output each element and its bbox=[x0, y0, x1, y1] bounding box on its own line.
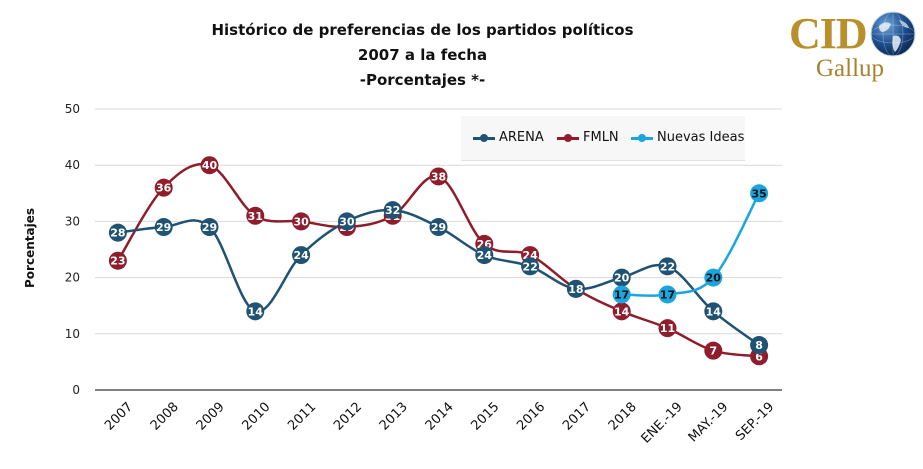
data-label-fmln: 23 bbox=[110, 255, 125, 268]
data-label-nuevas-ideas: 35 bbox=[751, 187, 766, 200]
chart-title-line-3: -Porcentajes *- bbox=[359, 71, 486, 89]
data-point-fmln bbox=[292, 212, 311, 231]
x-tick-label: 2015 bbox=[468, 400, 502, 434]
data-point-arena bbox=[612, 268, 631, 287]
data-label-arena: 24 bbox=[293, 249, 309, 262]
x-tick-label: MAY.-19 bbox=[686, 400, 732, 446]
data-label-fmln: 7 bbox=[709, 345, 717, 358]
data-label-arena: 18 bbox=[568, 283, 583, 296]
data-point-arena bbox=[337, 212, 356, 231]
data-point-arena bbox=[566, 279, 585, 298]
x-tick-label: 2009 bbox=[194, 400, 228, 434]
data-point-nuevas-ideas bbox=[658, 285, 677, 304]
data-label-arena: 14 bbox=[248, 305, 264, 318]
data-label-arena: 30 bbox=[339, 215, 355, 228]
x-tick-label: 2007 bbox=[102, 400, 136, 434]
x-tick-label: 2008 bbox=[148, 400, 182, 434]
legend-item-nuevas-ideas: Nuevas Ideas bbox=[631, 130, 744, 145]
data-point-fmln bbox=[154, 178, 173, 197]
data-label-fmln: 14 bbox=[614, 305, 630, 318]
chart-title: Histórico de preferencias de los partido… bbox=[0, 18, 845, 93]
data-point-fmln bbox=[200, 156, 219, 175]
data-point-nuevas-ideas bbox=[704, 268, 723, 287]
data-label-arena: 28 bbox=[110, 227, 125, 240]
data-point-arena bbox=[154, 218, 173, 237]
legend-item-arena: ARENA bbox=[473, 130, 544, 145]
x-tick-label: 2011 bbox=[285, 400, 319, 434]
y-tick-label: 10 bbox=[65, 327, 80, 341]
data-point-fmln bbox=[612, 302, 631, 321]
data-point-arena bbox=[658, 257, 677, 276]
chart-title-line-1: Histórico de preferencias de los partido… bbox=[211, 21, 634, 39]
data-label-arena: 29 bbox=[156, 221, 171, 234]
data-point-fmln bbox=[108, 251, 127, 270]
data-label-fmln: 38 bbox=[431, 170, 446, 183]
data-point-fmln bbox=[429, 167, 448, 186]
data-label-arena: 32 bbox=[385, 204, 400, 217]
data-point-arena bbox=[521, 257, 540, 276]
cid-gallup-logo: CID Gallup bbox=[785, 8, 920, 88]
data-point-fmln bbox=[246, 206, 265, 225]
data-point-fmln bbox=[704, 341, 723, 360]
data-label-arena: 14 bbox=[706, 305, 722, 318]
x-tick-label: 2013 bbox=[377, 400, 411, 434]
logo-brand-cid: CID bbox=[789, 9, 868, 58]
data-point-nuevas-ideas bbox=[750, 184, 769, 203]
data-label-nuevas-ideas: 20 bbox=[706, 272, 722, 285]
legend-label-arena: ARENA bbox=[499, 130, 544, 145]
logo-brand-gallup: Gallup bbox=[816, 55, 885, 82]
legend-item-fmln: FMLN bbox=[557, 130, 619, 145]
data-point-arena bbox=[108, 223, 127, 242]
x-tick-label: SEP.-19 bbox=[733, 400, 777, 444]
data-label-fmln: 40 bbox=[202, 159, 218, 172]
x-tick-label: 2012 bbox=[331, 400, 365, 434]
x-tick-label: 2010 bbox=[239, 400, 273, 434]
legend-swatch-fmln bbox=[557, 132, 579, 144]
y-tick-label: 40 bbox=[65, 158, 80, 172]
data-point-arena bbox=[292, 246, 311, 265]
data-label-arena: 22 bbox=[522, 260, 537, 273]
data-label-arena: 20 bbox=[614, 272, 630, 285]
data-point-arena bbox=[246, 302, 265, 321]
legend-swatch-nuevas-ideas bbox=[631, 132, 653, 144]
data-label-nuevas-ideas: 17 bbox=[614, 288, 629, 301]
series-line-nuevas-ideas bbox=[621, 192, 761, 297]
legend-label-fmln: FMLN bbox=[583, 130, 619, 145]
legend-swatch-arena bbox=[473, 132, 495, 144]
data-label-fmln: 11 bbox=[660, 322, 675, 335]
data-point-arena bbox=[750, 336, 769, 355]
data-point-nuevas-ideas bbox=[612, 285, 631, 304]
data-point-arena bbox=[200, 218, 219, 237]
y-tick-label: 0 bbox=[72, 383, 80, 397]
data-point-arena bbox=[429, 218, 448, 237]
legend-label-nuevas-ideas: Nuevas Ideas bbox=[657, 130, 745, 145]
data-label-arena: 8 bbox=[755, 339, 763, 352]
y-tick-label: 30 bbox=[65, 214, 80, 228]
x-tick-label: ENE.-19 bbox=[639, 400, 686, 447]
data-point-arena bbox=[475, 246, 494, 265]
x-tick-label: 2017 bbox=[560, 400, 594, 434]
data-label-fmln: 30 bbox=[293, 215, 309, 228]
x-tick-label: 2014 bbox=[423, 400, 457, 434]
data-label-fmln: 6 bbox=[755, 350, 763, 363]
chart-title-line-2: 2007 a la fecha bbox=[357, 46, 488, 64]
data-label-arena: 29 bbox=[431, 221, 446, 234]
globe-icon bbox=[870, 11, 916, 57]
chart-legend: ARENA FMLN Nuevas Ideas bbox=[461, 116, 745, 161]
data-label-fmln: 36 bbox=[156, 182, 172, 195]
data-point-arena bbox=[704, 302, 723, 321]
data-point-arena bbox=[383, 201, 402, 220]
data-point-fmln bbox=[658, 319, 677, 338]
x-tick-label: 2016 bbox=[514, 400, 548, 434]
data-label-arena: 29 bbox=[202, 221, 217, 234]
y-tick-label: 50 bbox=[65, 102, 80, 116]
data-label-nuevas-ideas: 17 bbox=[660, 288, 675, 301]
data-label-arena: 22 bbox=[660, 260, 675, 273]
data-label-fmln: 31 bbox=[248, 210, 263, 223]
y-tick-label: 20 bbox=[65, 271, 80, 285]
data-label-arena: 24 bbox=[477, 249, 493, 262]
x-tick-label: 2018 bbox=[606, 400, 640, 434]
